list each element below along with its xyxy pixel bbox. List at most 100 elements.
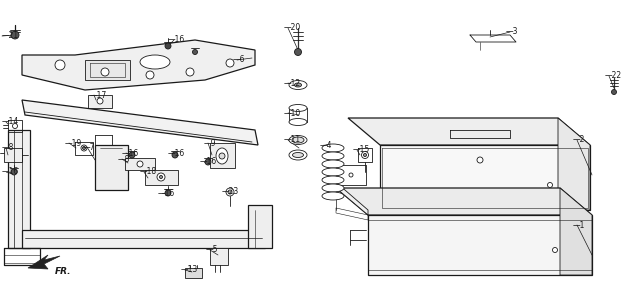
- Text: —15: —15: [353, 146, 371, 154]
- Polygon shape: [22, 40, 255, 90]
- Polygon shape: [22, 100, 258, 145]
- Circle shape: [81, 145, 87, 151]
- Text: —17: —17: [90, 91, 108, 100]
- Ellipse shape: [289, 80, 307, 89]
- Circle shape: [362, 152, 369, 158]
- Ellipse shape: [140, 55, 170, 69]
- Ellipse shape: [292, 152, 303, 158]
- Polygon shape: [336, 188, 592, 215]
- Ellipse shape: [216, 148, 228, 164]
- Polygon shape: [22, 230, 265, 248]
- Text: —6: —6: [233, 56, 246, 64]
- Polygon shape: [8, 130, 30, 248]
- Circle shape: [101, 68, 109, 76]
- Circle shape: [165, 190, 171, 196]
- Circle shape: [146, 71, 154, 79]
- Polygon shape: [368, 215, 592, 275]
- Text: —14: —14: [2, 118, 19, 127]
- Text: —16: —16: [200, 158, 217, 166]
- Text: —19: —19: [65, 139, 83, 148]
- Text: —21: —21: [2, 32, 19, 40]
- Circle shape: [226, 59, 234, 67]
- Ellipse shape: [322, 144, 344, 152]
- Polygon shape: [95, 145, 128, 190]
- Text: —1: —1: [573, 220, 586, 230]
- Circle shape: [205, 159, 211, 165]
- Ellipse shape: [289, 104, 307, 112]
- Ellipse shape: [289, 118, 307, 125]
- Circle shape: [611, 89, 616, 94]
- Polygon shape: [125, 158, 155, 170]
- Polygon shape: [210, 143, 235, 168]
- Ellipse shape: [322, 192, 344, 200]
- Text: —16: —16: [168, 35, 185, 44]
- Polygon shape: [560, 188, 592, 275]
- Text: —13: —13: [181, 266, 198, 274]
- Circle shape: [364, 154, 367, 157]
- Ellipse shape: [322, 168, 344, 176]
- Text: —16: —16: [168, 148, 185, 158]
- Text: —10: —10: [284, 109, 301, 118]
- Text: FR.: FR.: [55, 268, 72, 277]
- Circle shape: [157, 173, 165, 181]
- Text: —5: —5: [206, 245, 218, 254]
- Circle shape: [83, 146, 86, 149]
- Text: —3: —3: [506, 28, 518, 37]
- Ellipse shape: [289, 150, 307, 160]
- Circle shape: [219, 153, 225, 159]
- Text: —22: —22: [605, 71, 622, 80]
- Polygon shape: [336, 184, 368, 215]
- Text: —8: —8: [2, 143, 14, 152]
- Text: —18: —18: [140, 167, 157, 176]
- Polygon shape: [4, 148, 22, 162]
- Circle shape: [552, 248, 557, 253]
- Text: —4: —4: [320, 140, 333, 149]
- Circle shape: [228, 190, 232, 194]
- Text: —20: —20: [284, 23, 301, 32]
- Circle shape: [172, 152, 178, 158]
- Polygon shape: [558, 118, 590, 210]
- Ellipse shape: [322, 184, 344, 192]
- Polygon shape: [145, 170, 178, 185]
- Text: —8: —8: [118, 154, 131, 164]
- Circle shape: [97, 98, 103, 104]
- Polygon shape: [380, 145, 590, 210]
- Polygon shape: [185, 268, 202, 278]
- Circle shape: [55, 60, 65, 70]
- Text: —9: —9: [204, 139, 216, 148]
- Circle shape: [294, 49, 301, 56]
- Circle shape: [11, 31, 19, 39]
- Circle shape: [13, 124, 17, 128]
- Ellipse shape: [322, 176, 344, 184]
- Circle shape: [226, 188, 234, 196]
- Text: —16: —16: [158, 188, 175, 197]
- Ellipse shape: [292, 137, 304, 143]
- Ellipse shape: [322, 152, 344, 160]
- Polygon shape: [210, 248, 228, 265]
- Circle shape: [193, 50, 198, 55]
- Polygon shape: [348, 118, 590, 145]
- Circle shape: [159, 176, 163, 178]
- Circle shape: [129, 152, 135, 158]
- Ellipse shape: [294, 83, 301, 87]
- Polygon shape: [85, 60, 130, 80]
- Polygon shape: [28, 255, 60, 269]
- Polygon shape: [88, 95, 112, 108]
- Ellipse shape: [322, 160, 344, 168]
- Text: —11: —11: [284, 136, 301, 145]
- Circle shape: [186, 68, 194, 76]
- Polygon shape: [248, 205, 272, 248]
- Circle shape: [165, 43, 171, 49]
- Circle shape: [137, 161, 143, 167]
- Circle shape: [11, 169, 17, 175]
- Text: —23: —23: [222, 188, 239, 196]
- Circle shape: [349, 173, 353, 177]
- Text: —12: —12: [284, 79, 301, 88]
- Ellipse shape: [289, 136, 307, 145]
- Text: —2: —2: [573, 136, 586, 145]
- Text: —16: —16: [2, 167, 19, 176]
- Circle shape: [547, 182, 552, 188]
- Text: —16: —16: [122, 148, 140, 158]
- Circle shape: [477, 157, 483, 163]
- Text: —7: —7: [83, 142, 95, 152]
